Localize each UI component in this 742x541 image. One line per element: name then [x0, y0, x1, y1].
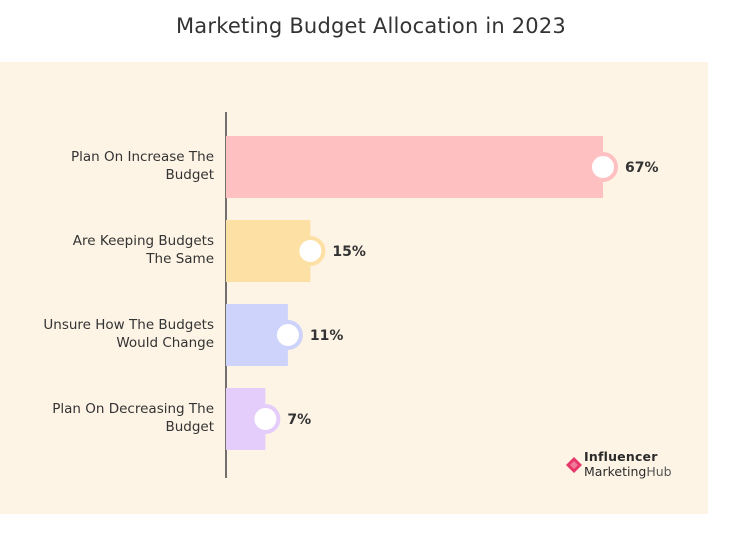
- category-label-3-line-0: Plan On Decreasing The: [52, 401, 214, 417]
- category-label-1: Are Keeping Budgets The Same: [14, 232, 214, 268]
- category-label-3-line-1: Budget: [165, 419, 214, 435]
- category-label-1-line-0: Are Keeping Budgets: [72, 233, 214, 249]
- logo-text-line1: Influencer: [584, 449, 658, 464]
- category-label-0-line-0: Plan On Increase The: [70, 149, 214, 165]
- value-label-2: 11%: [310, 328, 344, 344]
- category-label-2-line-1: Would Change: [116, 335, 214, 351]
- logo-text-line2: MarketingHub: [584, 464, 672, 479]
- influencer-marketing-hub-logo: Influencer MarketingHub: [566, 449, 706, 483]
- bar-end-marker-0: [588, 152, 618, 182]
- category-label-2-line-0: Unsure How The Budgets: [43, 317, 214, 333]
- category-label-3: Plan On Decreasing The Budget: [14, 400, 214, 436]
- logo-mark-icon: [566, 457, 582, 473]
- category-label-0: Plan On Increase The Budget: [14, 148, 214, 184]
- bar-end-marker-3: [250, 404, 281, 434]
- bar-end-marker-2: [272, 320, 303, 350]
- value-label-3: 7%: [287, 412, 311, 428]
- value-label-0: 67%: [625, 160, 659, 176]
- logo-text-hub: Hub: [646, 464, 672, 479]
- category-label-0-line-1: Budget: [165, 167, 214, 183]
- bar-0: [226, 136, 603, 198]
- value-label-1: 15%: [332, 244, 366, 260]
- category-label-2: Unsure How The Budgets Would Change: [14, 316, 214, 352]
- bar-end-marker-1: [295, 236, 326, 266]
- chart-title: Marketing Budget Allocation in 2023: [175, 14, 566, 38]
- category-label-1-line-1: The Same: [146, 251, 214, 267]
- logo-text-marketing: Marketing: [584, 464, 647, 479]
